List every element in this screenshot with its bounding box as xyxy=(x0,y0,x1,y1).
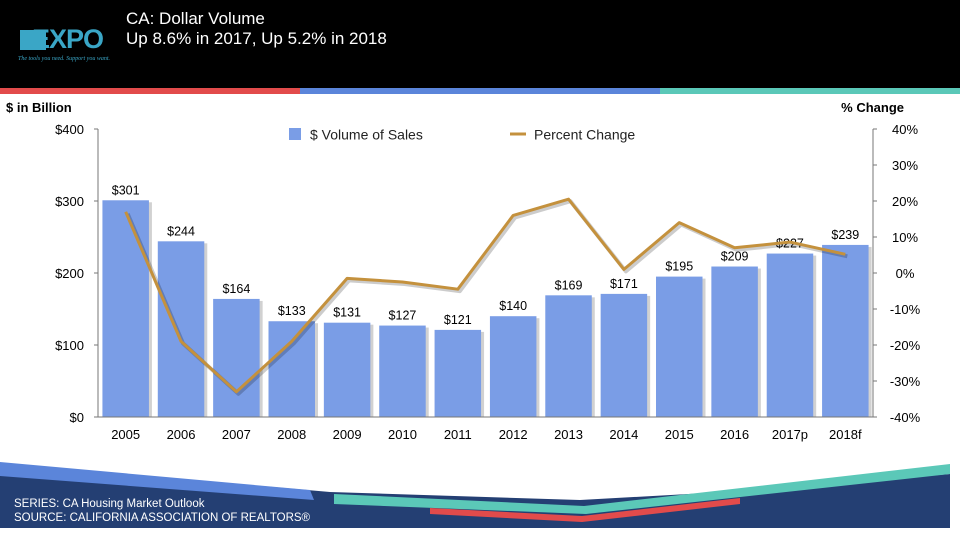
footer-source: SOURCE: CALIFORNIA ASSOCIATION OF REALTO… xyxy=(14,512,311,524)
stripe-red xyxy=(0,88,300,94)
x-tick-label-2009: 2009 xyxy=(333,427,362,442)
bar-2006 xyxy=(157,241,205,417)
bar-2008 xyxy=(268,321,315,417)
bar-2011 xyxy=(434,329,482,417)
slide-title: CA: Dollar Volume Up 8.6% in 2017, Up 5.… xyxy=(126,9,387,49)
bar-label-2005: $301 xyxy=(112,183,140,197)
y-axis-ticks: $0 $100 $200 $300 $400 xyxy=(55,122,98,425)
bar-label-2009: $131 xyxy=(333,306,361,320)
bar-2017p xyxy=(766,253,814,417)
legend-bar-label: $ Volume of Sales xyxy=(310,127,423,143)
y-tick-label: $100 xyxy=(55,338,84,353)
x-tick-label-2007: 2007 xyxy=(222,427,251,442)
footer-blue-swoosh xyxy=(0,462,314,500)
y2-tick-label: 20% xyxy=(892,194,918,209)
x-tick-label-2011: 2011 xyxy=(444,427,472,442)
y2-tick-label: -10% xyxy=(890,302,921,317)
y-tick-label: $200 xyxy=(55,266,84,281)
x-tick-label-2010: 2010 xyxy=(388,427,417,442)
bar-label-2006: $244 xyxy=(167,224,195,238)
x-tick-label-2005: 2005 xyxy=(111,427,140,442)
x-tick-label-2016: 2016 xyxy=(720,427,749,442)
y-tick-label: $0 xyxy=(70,410,84,425)
y-axis-title: $ in Billion xyxy=(6,100,72,115)
bar-label-2012: $140 xyxy=(499,299,527,313)
bar-label-2018f: $239 xyxy=(831,228,859,242)
y2-tick-label: 0% xyxy=(896,266,915,281)
y2-tick-label: -20% xyxy=(890,338,921,353)
bar-label-2011: $121 xyxy=(444,313,472,327)
footer-text: SERIES: CA Housing Market Outlook SOURCE… xyxy=(14,497,310,525)
bar-label-2016: $209 xyxy=(721,250,749,264)
y2-tick-label: -40% xyxy=(890,410,921,425)
y2-tick-label: -30% xyxy=(890,374,921,389)
bar-2015 xyxy=(656,276,703,417)
bar-2014 xyxy=(600,293,648,417)
x-tick-label-2017p: 2017p xyxy=(772,427,808,442)
bar-2009 xyxy=(323,322,371,417)
y2-tick-label: 10% xyxy=(892,230,918,245)
percent-change-line xyxy=(124,197,846,394)
bar-label-2013: $169 xyxy=(555,278,583,292)
bar-label-2010: $127 xyxy=(389,309,417,323)
bar-2007 xyxy=(213,298,260,417)
legend-line-label: Percent Change xyxy=(534,127,635,143)
footer-series: SERIES: CA Housing Market Outlook xyxy=(14,498,205,510)
logo-tagline: The tools you need. Support you want. xyxy=(18,56,110,62)
x-tick-label-2006: 2006 xyxy=(167,427,196,442)
stripe-blue xyxy=(300,88,660,94)
footer-teal-swoosh xyxy=(334,464,950,514)
line-series xyxy=(124,197,848,396)
x-tick-label-2015: 2015 xyxy=(665,427,694,442)
header-bar: EXPO The tools you need. Support you wan… xyxy=(0,0,960,88)
bar-2016 xyxy=(711,266,758,417)
bar-2018f xyxy=(822,244,869,417)
y2-tick-label: 40% xyxy=(892,122,918,137)
bar-series xyxy=(102,200,872,417)
legend: $ Volume of Sales Percent Change xyxy=(289,127,635,143)
x-tick-label-2018f: 2018f xyxy=(829,427,862,442)
stripe-teal xyxy=(660,88,960,94)
legend-bar-swatch xyxy=(289,128,301,140)
expo-logo: EXPO The tools you need. Support you wan… xyxy=(14,24,114,68)
bar-label-2007: $164 xyxy=(222,282,250,296)
y-tick-label: $300 xyxy=(55,194,84,209)
bar-2005 xyxy=(102,200,149,417)
y2-tick-label: 30% xyxy=(892,158,918,173)
bar-2013 xyxy=(545,295,592,417)
bar-label-2008: $133 xyxy=(278,304,306,318)
logo-text: EXPO xyxy=(32,24,104,54)
bar-label-2014: $171 xyxy=(610,277,638,291)
y2-axis-title: % Change xyxy=(841,100,904,115)
bar-label-2015: $195 xyxy=(665,260,693,274)
bar-2012 xyxy=(489,316,537,417)
x-tick-label-2008: 2008 xyxy=(277,427,306,442)
x-axis-ticks: 2005 2006 2007 2008 2009 2010 2011 2012 2013 2014… xyxy=(111,427,862,442)
footer-graphic xyxy=(0,462,950,528)
footer-red-swoosh xyxy=(430,498,740,522)
title-line-1: CA: Dollar Volume xyxy=(126,9,265,28)
title-line-2: Up 8.6% in 2017, Up 5.2% in 2018 xyxy=(126,29,387,48)
y-tick-label: $400 xyxy=(55,122,84,137)
x-tick-label-2014: 2014 xyxy=(609,427,638,442)
bar-2010 xyxy=(379,325,426,417)
logo-box-icon xyxy=(20,30,46,50)
y2-axis-ticks: -40% -30% -20% -10% 0% 10% 20% 30% 40% xyxy=(873,122,921,425)
x-tick-label-2013: 2013 xyxy=(554,427,583,442)
x-tick-label-2012: 2012 xyxy=(499,427,528,442)
